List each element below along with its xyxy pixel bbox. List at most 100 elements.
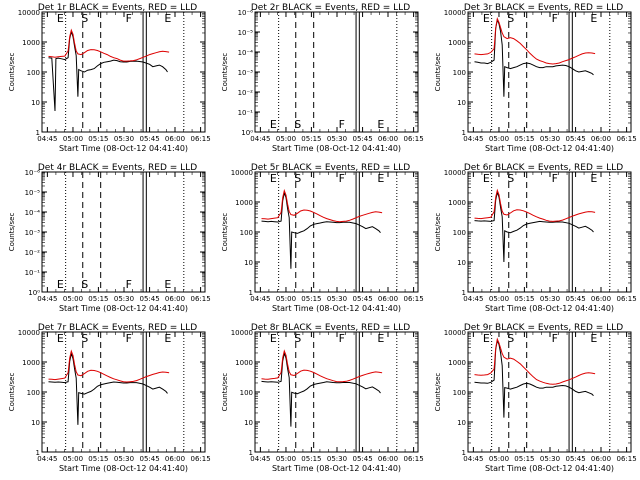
marker-label-s: S	[507, 172, 514, 185]
x-tick-label: 05:45	[565, 135, 585, 143]
y-tick-label: 1000	[22, 359, 40, 367]
y-tick-label: 10	[457, 419, 466, 427]
marker-label-s: S	[294, 332, 301, 345]
x-tick-label: 05:15	[301, 455, 321, 463]
x-tick-label: 05:15	[88, 295, 108, 303]
x-tick-label: 05:30	[327, 455, 347, 463]
marker-label-e: E	[377, 172, 384, 185]
series-line-events	[474, 18, 594, 97]
x-tick-label: 05:45	[139, 295, 159, 303]
y-tick-label: 1	[36, 129, 40, 137]
series-line-events	[48, 351, 168, 425]
x-tick-label: 06:15	[404, 455, 424, 463]
y-axis-label: Counts/sec	[8, 53, 16, 92]
marker-label-f: F	[552, 172, 558, 185]
x-tick-label: 06:00	[591, 455, 611, 463]
x-tick-label: 05:00	[63, 135, 83, 143]
y-tick-label: 1000	[448, 359, 466, 367]
panel-title: Det 3r BLACK = Events, RED = LLD	[464, 3, 623, 13]
x-tick-label: 04:45	[250, 295, 270, 303]
x-tick-label: 05:45	[565, 455, 585, 463]
y-tick-label: 10⁻⁴	[238, 49, 254, 57]
plot-frame	[254, 171, 419, 293]
x-tick-label: 06:00	[591, 135, 611, 143]
series-line-lld	[48, 349, 170, 383]
x-tick-label: 05:30	[114, 295, 134, 303]
panel-title: Det 2r BLACK = Events, RED = LLD	[251, 3, 410, 13]
marker-label-e: E	[483, 332, 490, 345]
plot-frame	[41, 331, 206, 453]
x-tick-label: 05:15	[88, 135, 108, 143]
y-tick-label: 10⁻⁵	[25, 189, 41, 197]
y-tick-label: 10000	[18, 9, 40, 17]
x-axis-label: Start Time (08-Oct-12 04:41:40)	[272, 144, 401, 153]
y-axis-label: Counts/sec	[434, 213, 442, 252]
y-tick-label: 10⁰	[28, 289, 40, 297]
panel-det-7: Det 7r BLACK = Events, RED = LLD 1 10 100 10…	[8, 323, 211, 473]
series-line-events	[261, 191, 381, 269]
y-tick-label: 100	[27, 389, 40, 397]
marker-label-e: E	[590, 12, 597, 25]
y-tick-label: 1	[462, 129, 466, 137]
y-axis-label: Counts/sec	[434, 373, 442, 412]
x-tick-label: 05:00	[489, 455, 509, 463]
x-tick-label: 05:00	[276, 455, 296, 463]
y-axis-label: Counts/sec	[221, 53, 229, 92]
x-axis-label: Start Time (08-Oct-12 04:41:40)	[485, 464, 614, 473]
x-tick-label: 05:30	[114, 455, 134, 463]
series-line-events	[261, 351, 381, 427]
y-tick-label: 100	[453, 229, 466, 237]
y-tick-label: 10⁻³	[25, 229, 41, 237]
y-tick-label: 10000	[231, 329, 253, 337]
x-tick-label: 05:15	[514, 455, 534, 463]
panel-det-5: Det 5r BLACK = Events, RED = LLD 1 10 100 10…	[221, 163, 424, 313]
x-tick-label: 04:45	[250, 455, 270, 463]
x-tick-label: 05:30	[540, 455, 560, 463]
y-tick-label: 10⁻⁶	[238, 9, 254, 17]
x-tick-label: 06:00	[378, 295, 398, 303]
marker-label-e: E	[377, 332, 384, 345]
panel-title: Det 9r BLACK = Events, RED = LLD	[464, 323, 623, 333]
x-tick-label: 05:00	[276, 135, 296, 143]
x-tick-label: 05:45	[352, 455, 372, 463]
y-tick-label: 10000	[231, 169, 253, 177]
series-line-lld	[261, 349, 383, 383]
series-line-lld	[474, 17, 596, 65]
x-tick-label: 05:00	[63, 455, 83, 463]
x-tick-label: 04:45	[37, 135, 57, 143]
y-tick-label: 10⁻³	[238, 69, 254, 77]
y-tick-label: 10	[244, 419, 253, 427]
marker-label-f: F	[339, 172, 345, 185]
series-line-lld	[261, 188, 383, 223]
plot-frame	[254, 11, 419, 133]
x-tick-label: 04:45	[463, 455, 483, 463]
y-tick-label: 100	[240, 229, 253, 237]
y-tick-label: 1000	[22, 39, 40, 47]
x-tick-label: 05:30	[540, 135, 560, 143]
y-tick-label: 10⁻¹	[25, 269, 41, 277]
x-tick-label: 05:30	[327, 295, 347, 303]
x-axis-label: Start Time (08-Oct-12 04:41:40)	[485, 304, 614, 313]
panel-title: Det 1r BLACK = Events, RED = LLD	[38, 3, 197, 13]
x-tick-label: 05:00	[63, 295, 83, 303]
x-tick-label: 05:45	[139, 135, 159, 143]
marker-label-e: E	[377, 118, 384, 131]
y-tick-label: 10000	[444, 169, 466, 177]
y-tick-label: 1000	[235, 199, 253, 207]
plot-frame	[41, 171, 206, 293]
y-tick-label: 1	[462, 289, 466, 297]
series-line-lld	[474, 337, 596, 385]
y-tick-label: 100	[27, 69, 40, 77]
panel-title: Det 5r BLACK = Events, RED = LLD	[251, 163, 410, 173]
y-tick-label: 100	[453, 69, 466, 77]
x-tick-label: 05:45	[352, 295, 372, 303]
y-tick-label: 10000	[18, 329, 40, 337]
marker-label-f: F	[552, 12, 558, 25]
series-line-events	[474, 338, 594, 418]
x-tick-label: 04:45	[37, 455, 57, 463]
x-axis-label: Start Time (08-Oct-12 04:41:40)	[272, 304, 401, 313]
x-tick-label: 04:45	[37, 295, 57, 303]
x-tick-label: 05:15	[514, 135, 534, 143]
panel-title: Det 6r BLACK = Events, RED = LLD	[464, 163, 623, 173]
panel-det-6: Det 6r BLACK = Events, RED = LLD 1 10 100 10…	[434, 163, 637, 313]
